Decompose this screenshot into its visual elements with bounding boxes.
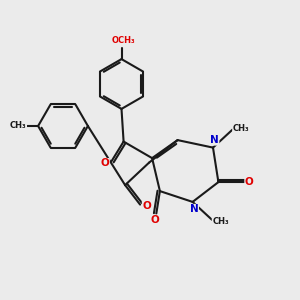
Text: O: O [150, 215, 159, 225]
Text: O: O [245, 177, 254, 187]
Text: N: N [210, 135, 219, 145]
Text: CH₃: CH₃ [10, 122, 27, 130]
Text: CH₃: CH₃ [212, 217, 229, 226]
Text: OCH₃: OCH₃ [111, 36, 135, 45]
Text: O: O [142, 201, 151, 211]
Text: N: N [190, 204, 199, 214]
Text: CH₃: CH₃ [232, 124, 249, 133]
Text: O: O [100, 158, 109, 169]
